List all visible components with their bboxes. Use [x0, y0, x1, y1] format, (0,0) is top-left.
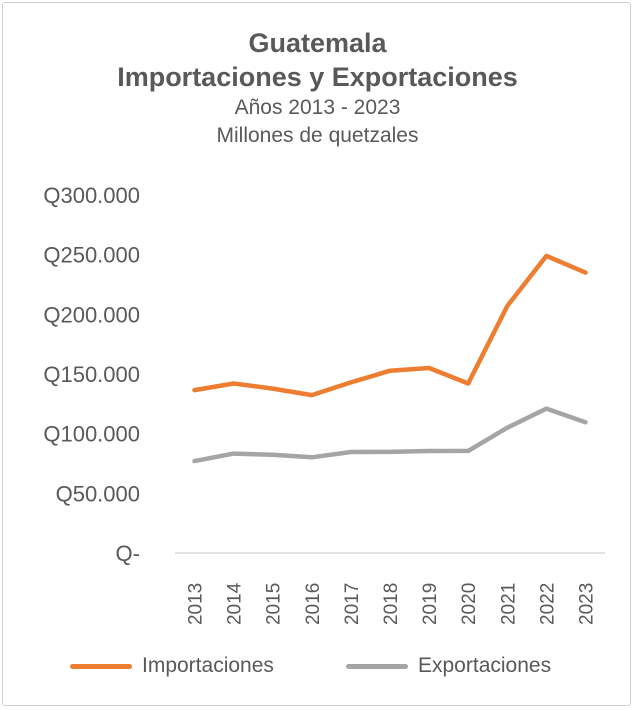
- chart-title: Guatemala: [248, 28, 387, 58]
- y-tick-label: Q250.000: [43, 243, 140, 268]
- x-tick-label: 2019: [420, 583, 441, 625]
- chart-subtitle: Importaciones y Exportaciones: [117, 62, 518, 92]
- y-tick-label: Q200.000: [43, 302, 140, 327]
- y-tick-label: Q150.000: [43, 362, 140, 387]
- x-tick-label: 2020: [459, 583, 480, 625]
- x-tick-label: 2022: [537, 583, 558, 625]
- legend-swatch-exportaciones: [346, 663, 408, 669]
- legend-swatch-importaciones: [70, 663, 132, 669]
- legend-label-importaciones: Importaciones: [142, 654, 274, 677]
- y-tick-label: Q-: [116, 541, 140, 566]
- chart-titles: Guatemala Importaciones y Exportaciones …: [0, 26, 635, 150]
- legend-item-importaciones: Importaciones: [70, 650, 274, 682]
- x-tick-label: 2023: [576, 583, 597, 625]
- x-tick-label: 2017: [342, 583, 363, 625]
- chart-years-subtitle: Años 2013 - 2023: [234, 96, 401, 119]
- x-tick-label: 2013: [186, 583, 207, 625]
- series-line-importaciones: [192, 253, 588, 398]
- x-tick-label: 2015: [264, 583, 285, 625]
- x-tick-label: 2021: [498, 583, 519, 625]
- series-line-exportaciones: [192, 406, 588, 464]
- y-tick-label: Q50.000: [56, 481, 140, 506]
- x-tick-label: 2014: [225, 582, 246, 625]
- y-tick-label: Q100.000: [43, 422, 140, 447]
- legend-item-exportaciones: Exportaciones: [346, 650, 551, 682]
- legend-label-exportaciones: Exportaciones: [418, 654, 552, 677]
- chart-units-label: Millones de quetzales: [216, 124, 419, 147]
- x-tick-label: 2018: [381, 583, 402, 625]
- chart-legend: Importaciones Exportaciones: [70, 650, 610, 682]
- y-tick-label: Q300.000: [43, 183, 140, 208]
- x-tick-label: 2016: [303, 583, 324, 625]
